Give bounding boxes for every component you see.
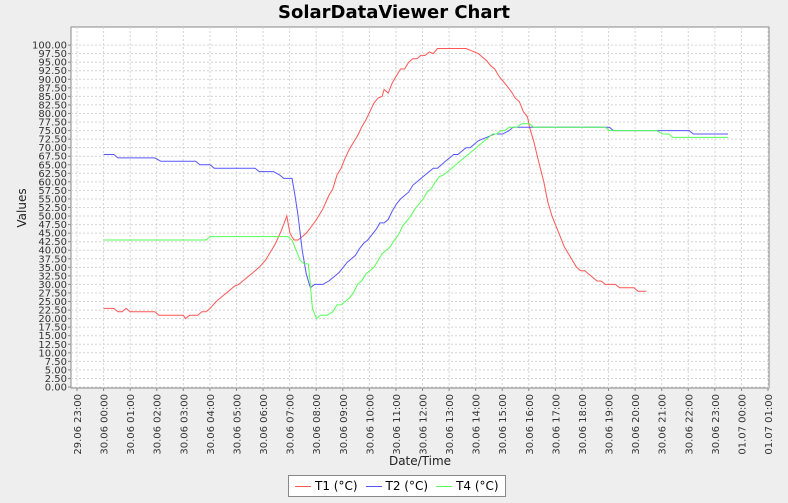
y-tick-label: 37.50 (38, 254, 67, 265)
x-tick-label: 30.06 11:00 (392, 394, 403, 455)
x-tick-label: 30.06 19:00 (605, 394, 616, 455)
legend-swatch (295, 485, 311, 487)
y-tick-label: 30.00 (38, 280, 67, 291)
x-tick-label: 30.06 22:00 (684, 394, 695, 455)
legend-item: T2 (°C) (365, 479, 429, 493)
y-tick-label: 92.50 (38, 66, 67, 77)
y-tick-label: 0.00 (45, 383, 67, 394)
y-tick-label: 42.50 (38, 237, 67, 248)
y-tick-label: 55.00 (38, 194, 67, 205)
x-tick-label: 30.06 05:00 (232, 394, 243, 455)
y-tick-label: 27.50 (38, 288, 67, 299)
x-axis-ticks: 29.06 23:00 30.06 00:00 30.06 01:00 30.06 0… (73, 388, 775, 455)
x-tick-label: 30.06 23:00 (711, 394, 722, 455)
x-tick-label: 30.06 04:00 (206, 394, 217, 455)
x-tick-label: 30.06 01:00 (126, 394, 137, 455)
chart-title: SolarDataViewer Chart (278, 2, 510, 23)
y-axis-label: Values (15, 188, 29, 227)
y-tick-label: 50.00 (38, 212, 67, 223)
legend-label: T4 (°C) (456, 479, 499, 493)
x-tick-label: 01.07 01:00 (764, 394, 775, 455)
y-axis-ticks: 0.002.505.007.5010.0012.5015.0017.5020.0… (32, 41, 71, 394)
x-tick-label: 01.07 00:00 (737, 394, 748, 455)
legend-swatch (436, 485, 453, 487)
y-tick-label: 77.50 (38, 118, 67, 129)
x-tick-label: 30.06 13:00 (445, 394, 456, 455)
y-tick-label: 75.00 (38, 126, 67, 137)
x-tick-label: 30.06 15:00 (498, 394, 509, 455)
legend-label: T2 (°C) (385, 479, 429, 493)
y-tick-label: 10.00 (38, 348, 67, 359)
y-tick-label: 7.50 (45, 357, 67, 368)
y-tick-label: 40.00 (38, 246, 67, 257)
y-tick-label: 22.50 (38, 306, 67, 317)
x-tick-label: 30.06 18:00 (578, 394, 589, 455)
x-tick-label: 30.06 07:00 (286, 394, 297, 455)
y-tick-label: 70.00 (38, 143, 67, 154)
y-tick-label: 35.00 (38, 263, 67, 274)
y-tick-label: 67.50 (38, 152, 67, 163)
y-tick-label: 5.00 (45, 365, 67, 376)
y-tick-label: 12.50 (38, 340, 67, 351)
y-tick-label: 72.50 (38, 135, 67, 146)
x-tick-label: 30.06 08:00 (312, 394, 323, 455)
chart-legend: T1 (°C) T2 (°C) T4 (°C) (288, 475, 506, 497)
x-tick-label: 30.06 09:00 (339, 394, 350, 455)
y-tick-label: 47.50 (38, 220, 67, 231)
legend-item: T1 (°C) (295, 479, 358, 493)
y-tick-label: 100.00 (32, 41, 67, 52)
y-tick-label: 82.50 (38, 100, 67, 111)
x-tick-label: 30.06 00:00 (100, 394, 111, 455)
x-tick-label: 30.06 02:00 (153, 394, 164, 455)
x-tick-label: 30.06 03:00 (179, 394, 190, 455)
y-tick-label: 62.50 (38, 169, 67, 180)
y-tick-label: 65.00 (38, 160, 67, 171)
y-tick-label: 52.50 (38, 203, 67, 214)
y-tick-label: 85.00 (38, 92, 67, 103)
legend-item: T4 (°C) (436, 479, 499, 493)
x-tick-label: 30.06 17:00 (551, 394, 562, 455)
series-lines (103, 48, 729, 320)
y-tick-label: 90.00 (38, 75, 67, 86)
y-tick-label: 15.00 (38, 331, 67, 342)
y-tick-label: 32.50 (38, 271, 67, 282)
x-tick-label: 30.06 21:00 (658, 394, 669, 455)
legend-label: T1 (°C) (315, 479, 358, 493)
y-tick-label: 57.50 (38, 186, 67, 197)
legend-swatch (365, 485, 382, 487)
x-tick-label: 30.06 12:00 (419, 394, 430, 455)
x-tick-label: 30.06 14:00 (472, 394, 483, 455)
x-axis-label: Date/Time (389, 454, 451, 468)
series-line-1 (103, 48, 647, 320)
y-tick-label: 17.50 (38, 323, 67, 334)
x-tick-label: 30.06 06:00 (259, 394, 270, 455)
y-tick-label: 2.50 (45, 374, 67, 385)
series-line-3 (103, 123, 729, 320)
grid-lines (71, 27, 769, 388)
x-tick-label: 30.06 10:00 (365, 394, 376, 455)
y-tick-label: 20.00 (38, 314, 67, 325)
y-tick-label: 60.00 (38, 177, 67, 188)
y-tick-label: 80.00 (38, 109, 67, 120)
y-tick-label: 97.50 (38, 49, 67, 60)
y-tick-label: 87.50 (38, 83, 67, 94)
x-tick-label: 29.06 23:00 (73, 394, 84, 455)
x-tick-label: 30.06 20:00 (631, 394, 642, 455)
y-tick-label: 25.00 (38, 297, 67, 308)
y-tick-label: 45.00 (38, 229, 67, 240)
x-tick-label: 30.06 16:00 (525, 394, 536, 455)
y-tick-label: 95.00 (38, 58, 67, 69)
